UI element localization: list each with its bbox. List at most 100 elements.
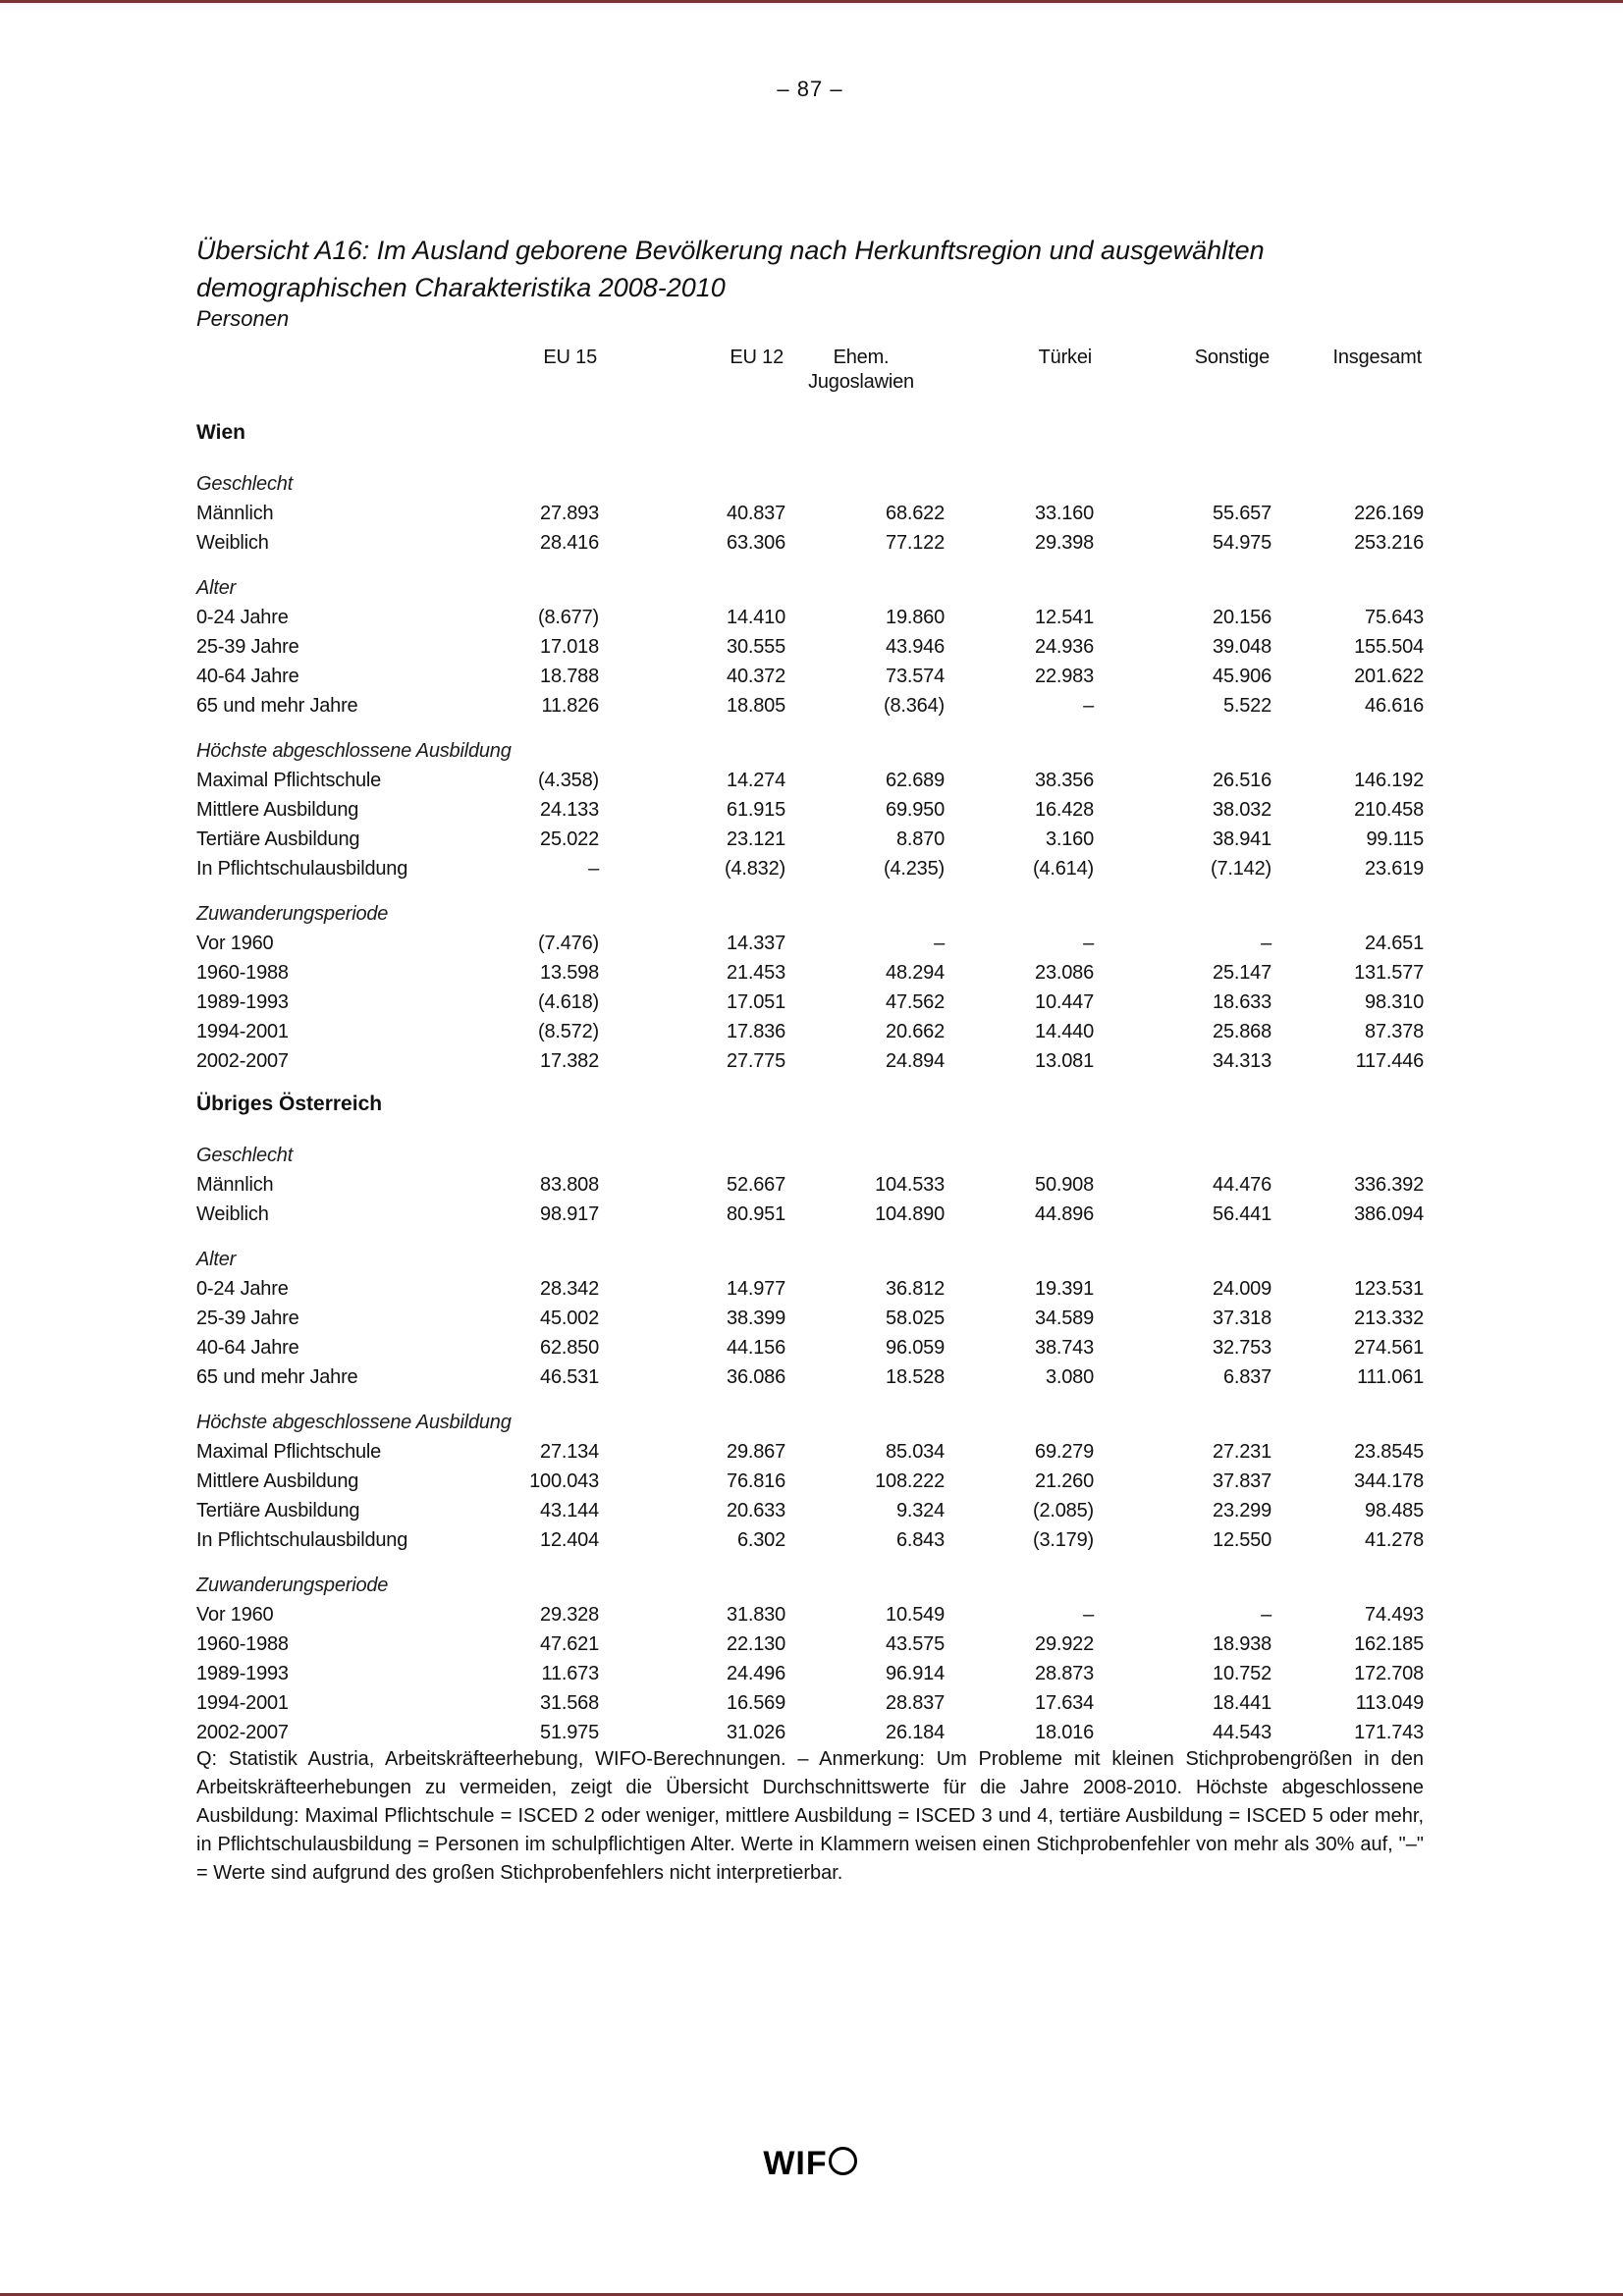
table-row: Vor 1960 (7.476) 14.337 – – – 24.651	[196, 929, 1424, 958]
population-table: EU 15 EU 12 Ehem. Jugoslawien Türkei Sonstig…	[196, 342, 1424, 1747]
page-number: – 87 –	[777, 77, 843, 101]
cell-value: 68.622	[886, 503, 945, 524]
cell-value: 37.837	[1213, 1470, 1271, 1492]
section-heading: Übriges Österreich	[196, 1093, 383, 1115]
cell-value: 24.009	[1213, 1278, 1271, 1300]
group-row: Alter	[196, 558, 1424, 603]
row-label: Tertiäre Ausbildung	[196, 828, 360, 850]
table-row: Weiblich 98.917 80.951 104.890 44.896 56.441 3…	[196, 1200, 1424, 1229]
cell-value: (4.618)	[538, 991, 599, 1013]
cell-value: 40.372	[727, 666, 785, 687]
cell-value: 47.562	[886, 991, 945, 1013]
cell-value: 23.299	[1213, 1500, 1271, 1522]
row-label: 2002-2007	[196, 1050, 289, 1072]
cell-value: 43.144	[540, 1500, 599, 1522]
cell-value: 25.868	[1213, 1021, 1271, 1042]
cell-value: –	[1083, 933, 1094, 954]
cell-value: –	[1261, 1604, 1271, 1626]
cell-value: 226.169	[1354, 503, 1424, 524]
row-label: 1994-2001	[196, 1021, 289, 1042]
cell-value: 274.561	[1354, 1337, 1424, 1359]
table-row: 65 und mehr Jahre 46.531 36.086 18.528 3.080…	[196, 1362, 1424, 1392]
table-body: Wien Geschlecht Männlich 27.893 40.837 68.622…	[196, 404, 1424, 1747]
cell-value: 14.337	[727, 933, 785, 954]
cell-value: 73.574	[886, 666, 945, 687]
section-row: Übriges Österreich	[196, 1076, 1424, 1125]
row-label: Vor 1960	[196, 1604, 274, 1626]
row-label: Vor 1960	[196, 933, 274, 954]
table-row: 25-39 Jahre 45.002 38.399 58.025 34.589 37.31…	[196, 1304, 1424, 1333]
cell-value: 21.453	[727, 962, 785, 984]
cell-value: 99.115	[1366, 828, 1425, 850]
page-edge-artifact-bottom	[0, 2293, 1623, 2296]
cell-value: 162.185	[1354, 1633, 1424, 1655]
cell-value: 104.533	[875, 1174, 945, 1196]
cell-value: 56.441	[1213, 1203, 1271, 1225]
cell-value: 336.392	[1354, 1174, 1424, 1196]
table-row: Mittlere Ausbildung 24.133 61.915 69.950 16.…	[196, 795, 1424, 825]
row-label: 1960-1988	[196, 962, 289, 984]
table-row: Maximal Pflichtschule 27.134 29.867 85.034 6…	[196, 1437, 1424, 1467]
row-label: 1989-1993	[196, 1663, 289, 1684]
table-row: 0-24 Jahre 28.342 14.977 36.812 19.391 24.009…	[196, 1274, 1424, 1304]
cell-value: 30.555	[727, 636, 785, 658]
cell-value: 100.043	[529, 1470, 599, 1492]
cell-value: 17.382	[540, 1050, 599, 1072]
column-header: Türkei	[1038, 347, 1093, 368]
cell-value: 9.324	[895, 1500, 945, 1522]
table-row: 2002-2007 17.382 27.775 24.894 13.081 34.313 1…	[196, 1046, 1424, 1076]
cell-value: 44.156	[727, 1337, 785, 1359]
row-label: 2002-2007	[196, 1722, 289, 1743]
cell-value: 36.812	[886, 1278, 945, 1300]
group-heading: Alter	[196, 1249, 237, 1270]
row-label: 1994-2001	[196, 1692, 289, 1714]
cell-value: 27.775	[727, 1050, 785, 1072]
row-label: 0-24 Jahre	[196, 1278, 289, 1300]
cell-value: 386.094	[1354, 1203, 1424, 1225]
cell-value: 34.313	[1213, 1050, 1271, 1072]
cell-value: 18.788	[540, 666, 599, 687]
column-header-row: EU 15 EU 12 Ehem. Jugoslawien Türkei Sonstig…	[196, 342, 1424, 404]
cell-value: 38.356	[1035, 770, 1094, 791]
cell-value: 29.328	[540, 1604, 599, 1626]
cell-value: 117.446	[1355, 1050, 1425, 1072]
cell-value: (8.572)	[538, 1021, 599, 1042]
group-heading: Geschlecht	[196, 1145, 294, 1166]
cell-value: 24.133	[540, 799, 599, 821]
cell-value: 47.621	[540, 1633, 599, 1655]
cell-value: 146.192	[1354, 770, 1424, 791]
cell-value: 38.743	[1035, 1337, 1094, 1359]
cell-value: 27.231	[1213, 1441, 1271, 1463]
cell-value: 18.528	[886, 1366, 945, 1388]
cell-value: 131.577	[1354, 962, 1424, 984]
cell-value: 108.222	[875, 1470, 945, 1492]
row-label: Maximal Pflichtschule	[196, 770, 382, 791]
cell-value: (3.179)	[1033, 1529, 1094, 1551]
cell-value: 34.589	[1035, 1308, 1094, 1329]
row-label: Maximal Pflichtschule	[196, 1441, 382, 1463]
table-row: 1989-1993 11.673 24.496 96.914 28.873 10.752 1…	[196, 1659, 1424, 1688]
cell-value: (7.476)	[538, 933, 599, 954]
cell-value: (8.364)	[884, 695, 945, 717]
cell-value: 13.081	[1035, 1050, 1094, 1072]
row-label: 1989-1993	[196, 991, 289, 1013]
cell-value: 25.022	[540, 828, 599, 850]
row-label: Männlich	[196, 503, 274, 524]
table-row: 0-24 Jahre (8.677) 14.410 19.860 12.541 20.15…	[196, 603, 1424, 632]
cell-value: (4.832)	[725, 858, 785, 880]
cell-value: 6.843	[895, 1529, 945, 1551]
group-heading: Geschlecht	[196, 473, 294, 495]
cell-value: 46.616	[1365, 695, 1424, 717]
cell-value: 12.550	[1213, 1529, 1271, 1551]
cell-value: 36.086	[727, 1366, 785, 1388]
cell-value: 26.516	[1213, 770, 1271, 791]
cell-value: (7.142)	[1211, 858, 1271, 880]
cell-value: 22.983	[1035, 666, 1094, 687]
cell-value: 77.122	[886, 532, 945, 554]
cell-value: 50.908	[1035, 1174, 1094, 1196]
column-header: EU 15	[543, 347, 597, 368]
cell-value: 17.836	[727, 1021, 785, 1042]
cell-value: 172.708	[1354, 1663, 1424, 1684]
cell-value: 20.662	[886, 1021, 945, 1042]
cell-value: (8.677)	[538, 607, 599, 628]
